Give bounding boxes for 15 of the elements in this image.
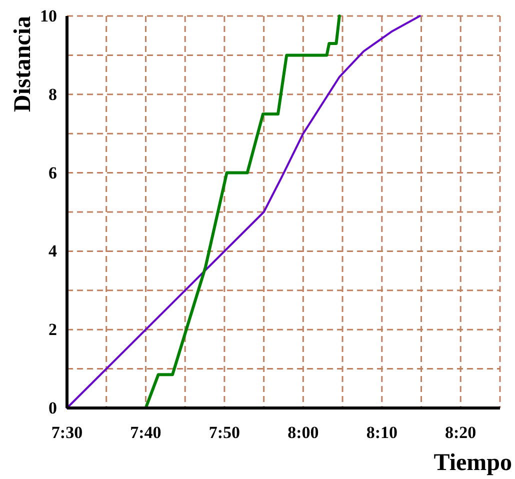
x-axis-title: Tiempo [434,450,512,476]
y-tick-label: 6 [48,163,57,182]
y-tick-label: 8 [48,84,57,104]
x-tick-label: 7:30 [51,423,83,442]
x-tick-label: 7:40 [130,423,162,442]
y-tick-label: 10 [40,6,57,26]
line-series [144,14,341,410]
y-tick-label: 0 [48,398,57,418]
x-tick-label: 7:50 [208,423,240,442]
x-tick-label: 8:10 [366,423,398,442]
x-tick-label: 8:20 [445,423,476,442]
y-tick-label: 4 [48,242,58,261]
y-tick-label: 2 [48,320,57,340]
y-axis-title: Distancia [10,16,36,112]
x-tick-label: 8:00 [288,423,319,442]
